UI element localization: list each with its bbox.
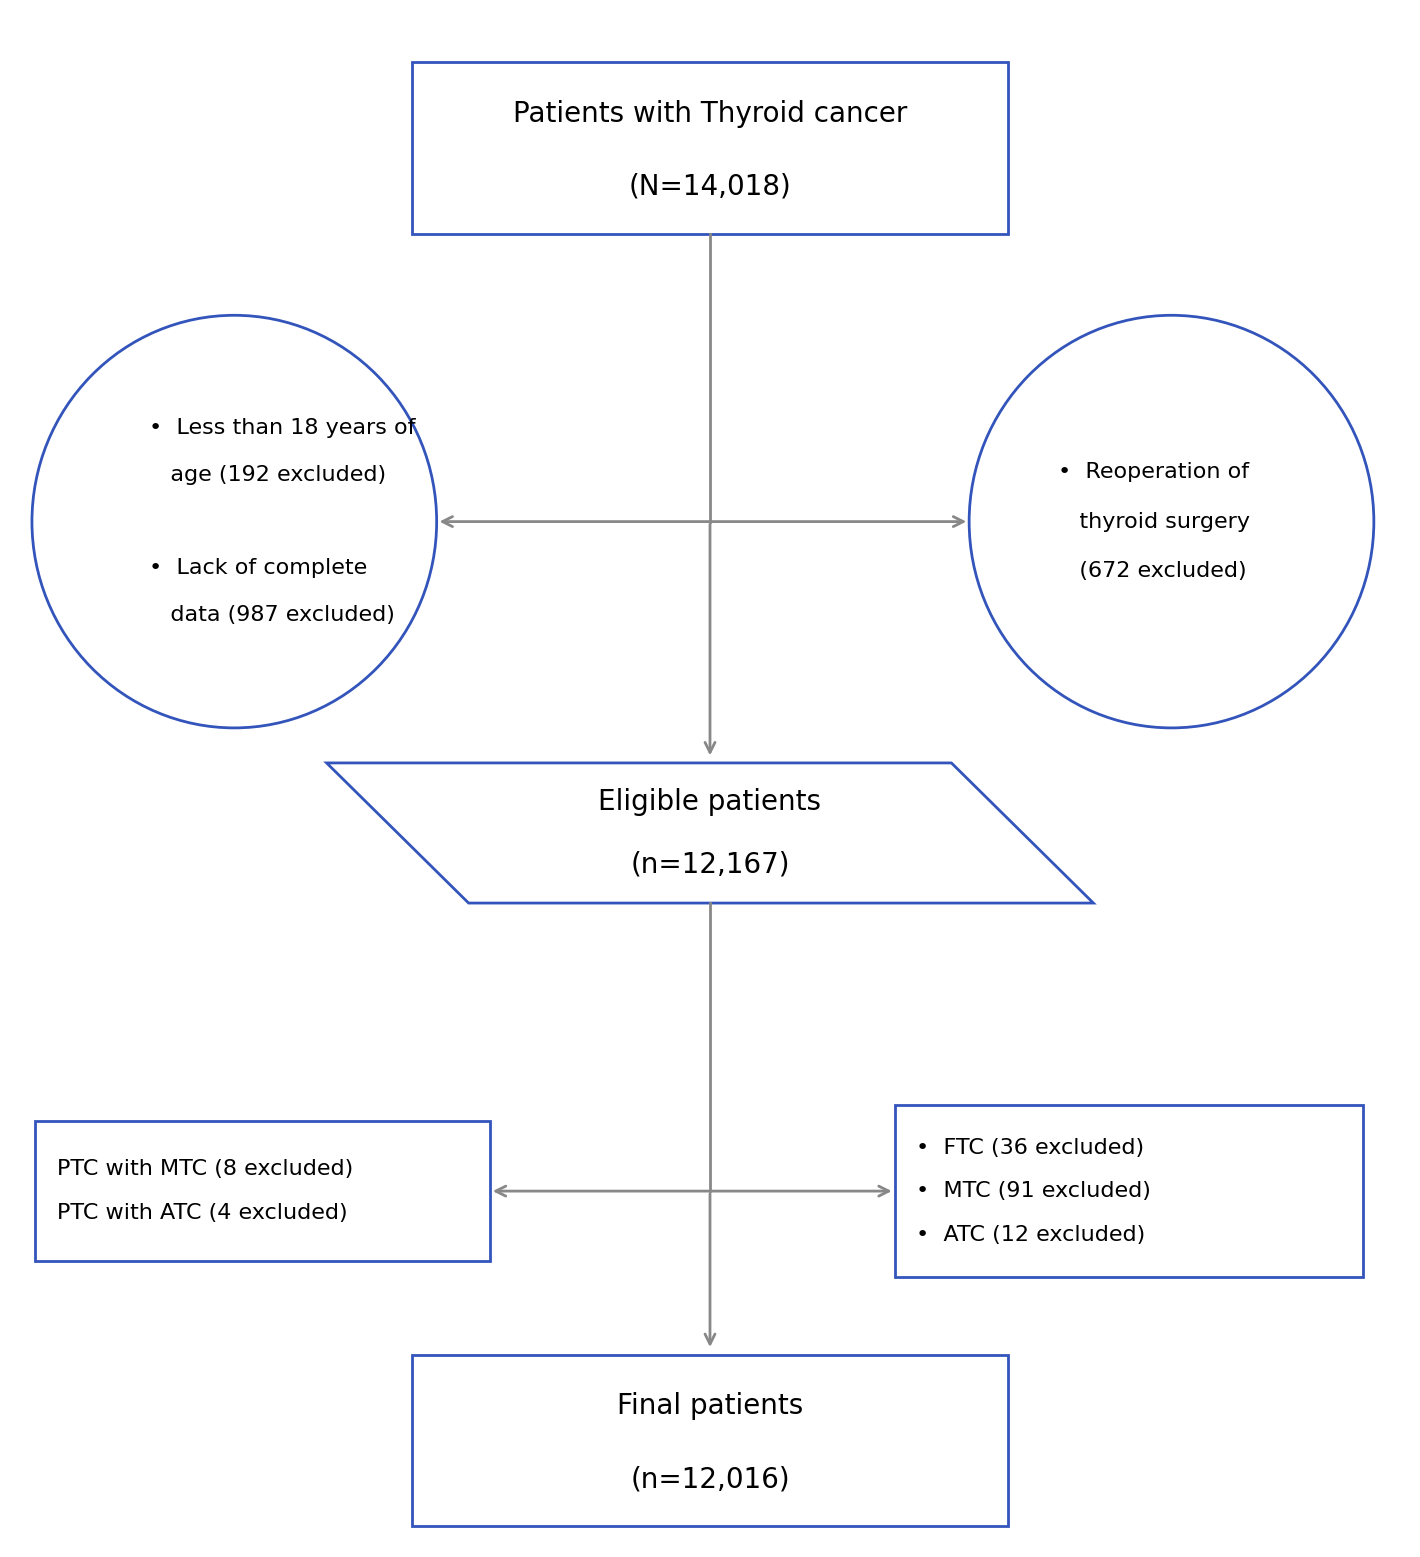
Text: (N=14,018): (N=14,018) bbox=[629, 173, 791, 201]
Ellipse shape bbox=[968, 315, 1375, 729]
Text: Final patients: Final patients bbox=[616, 1392, 804, 1420]
Text: •  Reoperation of: • Reoperation of bbox=[1058, 462, 1250, 481]
Text: PTC with ATC (4 excluded): PTC with ATC (4 excluded) bbox=[57, 1204, 348, 1222]
Text: thyroid surgery: thyroid surgery bbox=[1058, 512, 1250, 531]
Text: •  Less than 18 years of: • Less than 18 years of bbox=[149, 419, 416, 438]
Text: (n=12,016): (n=12,016) bbox=[630, 1465, 790, 1493]
Bar bbox=[36, 1121, 490, 1261]
Text: •  ATC (12 excluded): • ATC (12 excluded) bbox=[916, 1225, 1145, 1244]
Text: age (192 excluded): age (192 excluded) bbox=[149, 466, 386, 484]
Text: PTC with MTC (8 excluded): PTC with MTC (8 excluded) bbox=[57, 1160, 354, 1179]
Bar bbox=[895, 1105, 1363, 1277]
Text: Patients with Thyroid cancer: Patients with Thyroid cancer bbox=[513, 100, 907, 128]
Text: Eligible patients: Eligible patients bbox=[598, 788, 822, 816]
Text: •  MTC (91 excluded): • MTC (91 excluded) bbox=[916, 1182, 1150, 1200]
Bar bbox=[412, 62, 1008, 234]
Text: •  FTC (36 excluded): • FTC (36 excluded) bbox=[916, 1138, 1145, 1157]
Ellipse shape bbox=[33, 315, 437, 729]
Bar bbox=[412, 1355, 1008, 1526]
Text: (n=12,167): (n=12,167) bbox=[630, 850, 790, 878]
Polygon shape bbox=[327, 763, 1093, 903]
Text: data (987 excluded): data (987 excluded) bbox=[149, 606, 395, 624]
Text: •  Lack of complete: • Lack of complete bbox=[149, 559, 368, 578]
Text: (672 excluded): (672 excluded) bbox=[1058, 562, 1247, 581]
